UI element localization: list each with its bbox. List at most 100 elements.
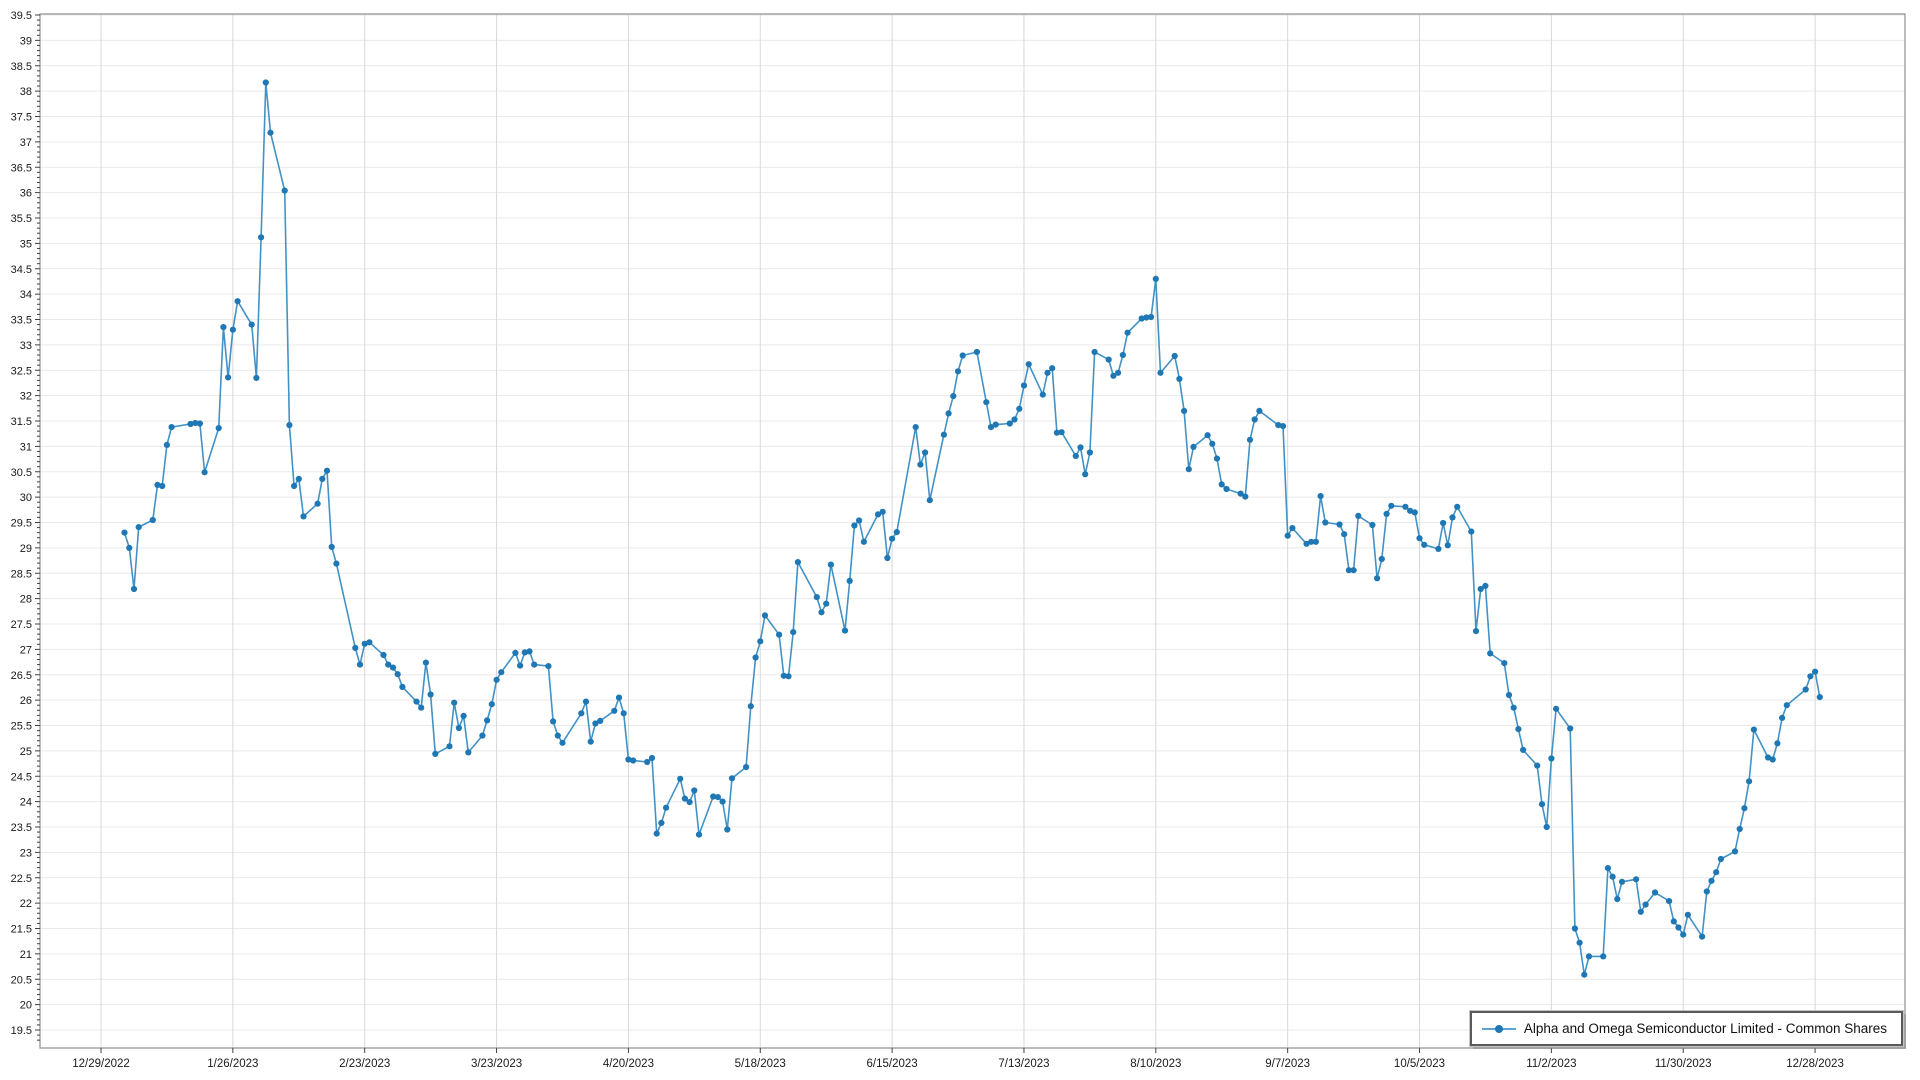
data-point[interactable]: [1204, 432, 1211, 439]
data-point[interactable]: [1223, 485, 1230, 493]
data-point[interactable]: [215, 425, 222, 432]
data-point[interactable]: [926, 497, 933, 504]
data-point[interactable]: [747, 703, 754, 710]
data-point[interactable]: [1675, 924, 1682, 931]
data-point[interactable]: [1402, 503, 1409, 510]
data-point[interactable]: [1416, 535, 1423, 542]
data-point[interactable]: [163, 441, 170, 448]
data-point[interactable]: [1731, 848, 1739, 855]
data-point[interactable]: [1736, 825, 1743, 833]
data-point[interactable]: [691, 787, 698, 794]
data-point[interactable]: [1774, 740, 1781, 747]
data-point[interactable]: [1802, 686, 1809, 693]
data-point[interactable]: [1124, 329, 1131, 336]
data-point[interactable]: [498, 669, 505, 676]
data-point[interactable]: [1807, 673, 1814, 680]
data-point[interactable]: [752, 654, 759, 661]
data-point[interactable]: [1148, 313, 1155, 321]
data-point[interactable]: [446, 743, 453, 750]
data-point[interactable]: [1472, 628, 1480, 635]
data-point[interactable]: [1374, 575, 1381, 582]
data-point[interactable]: [1049, 365, 1056, 372]
data-point[interactable]: [1171, 352, 1178, 360]
data-point[interactable]: [1600, 953, 1607, 960]
data-point[interactable]: [912, 424, 919, 431]
data-point[interactable]: [1312, 538, 1319, 545]
data-point[interactable]: [187, 420, 194, 428]
data-point[interactable]: [860, 538, 868, 545]
data-point[interactable]: [1477, 585, 1484, 593]
data-point[interactable]: [366, 639, 373, 646]
data-point[interactable]: [521, 649, 528, 656]
data-point[interactable]: [1501, 660, 1508, 667]
data-point[interactable]: [267, 129, 274, 136]
data-point[interactable]: [851, 522, 858, 529]
data-point[interactable]: [531, 661, 538, 668]
data-point[interactable]: [126, 544, 133, 552]
data-point[interactable]: [1440, 519, 1447, 527]
data-point[interactable]: [1576, 939, 1583, 946]
data-point[interactable]: [1341, 531, 1348, 538]
data-point[interactable]: [592, 720, 599, 727]
data-point[interactable]: [950, 393, 957, 400]
data-point[interactable]: [1717, 855, 1724, 863]
data-point[interactable]: [714, 794, 722, 801]
data-point[interactable]: [451, 699, 458, 706]
data-point[interactable]: [1355, 512, 1362, 520]
data-point[interactable]: [1567, 725, 1574, 732]
data-point[interactable]: [300, 513, 307, 520]
data-point[interactable]: [818, 609, 825, 616]
data-point[interactable]: [1237, 490, 1244, 497]
data-point[interactable]: [1011, 416, 1018, 423]
data-point[interactable]: [1317, 493, 1324, 500]
data-point[interactable]: [258, 234, 265, 241]
data-point[interactable]: [1449, 514, 1456, 521]
data-point[interactable]: [1812, 668, 1819, 675]
data-point[interactable]: [422, 659, 429, 666]
data-point[interactable]: [281, 187, 288, 194]
data-point[interactable]: [1152, 275, 1159, 282]
data-point[interactable]: [1666, 898, 1673, 905]
data-point[interactable]: [465, 749, 472, 756]
data-point[interactable]: [1764, 754, 1772, 761]
data-point[interactable]: [1275, 422, 1282, 429]
data-point[interactable]: [917, 461, 924, 468]
data-point[interactable]: [1246, 436, 1254, 443]
data-point[interactable]: [1115, 369, 1122, 376]
data-point[interactable]: [677, 775, 684, 782]
data-point[interactable]: [1703, 888, 1710, 895]
data-point[interactable]: [1006, 420, 1013, 427]
data-point[interactable]: [1637, 908, 1644, 915]
data-point[interactable]: [983, 399, 990, 406]
data-point[interactable]: [1213, 455, 1221, 462]
data-point[interactable]: [841, 627, 849, 634]
data-point[interactable]: [653, 830, 660, 837]
data-point[interactable]: [1020, 382, 1028, 389]
data-point[interactable]: [1322, 519, 1329, 526]
data-point[interactable]: [493, 676, 500, 683]
data-point[interactable]: [154, 481, 161, 488]
data-point[interactable]: [1482, 582, 1489, 590]
data-point[interactable]: [1651, 889, 1659, 896]
data-point[interactable]: [220, 324, 227, 331]
data-point[interactable]: [644, 758, 651, 766]
data-point[interactable]: [663, 804, 670, 811]
data-point[interactable]: [1077, 444, 1084, 451]
data-point[interactable]: [1435, 545, 1442, 553]
data-point[interactable]: [1082, 471, 1089, 478]
data-point[interactable]: [1604, 865, 1611, 872]
data-point[interactable]: [394, 671, 401, 678]
data-point[interactable]: [1388, 502, 1395, 509]
data-point[interactable]: [319, 475, 326, 482]
data-point[interactable]: [1779, 714, 1786, 722]
data-point[interactable]: [992, 421, 999, 428]
data-point[interactable]: [550, 718, 557, 725]
data-point[interactable]: [1816, 694, 1823, 701]
data-point[interactable]: [597, 717, 604, 725]
data-point[interactable]: [823, 600, 830, 607]
data-point[interactable]: [1105, 356, 1112, 363]
data-point[interactable]: [253, 374, 260, 381]
data-point[interactable]: [1670, 918, 1677, 925]
data-point[interactable]: [954, 368, 962, 375]
